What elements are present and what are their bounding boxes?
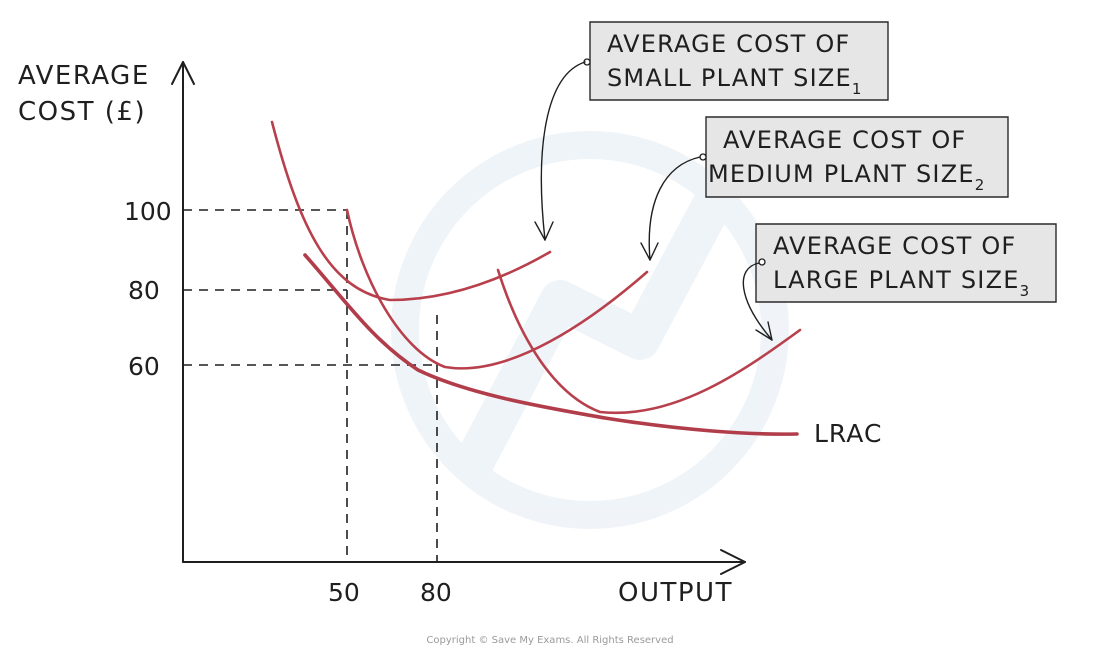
callout-large-plant: AVERAGE COST OF LARGE PLANT SIZE3 — [742, 223, 1057, 341]
y-axis-title-line1: AVERAGE — [18, 61, 150, 91]
x-axis-arrow — [720, 549, 746, 575]
callout-large-line2-main: LARGE PLANT SIZE — [773, 266, 1020, 294]
callout-small-subscript: 1 — [852, 80, 863, 98]
axes — [171, 61, 746, 575]
callout-medium-arrowhead — [640, 242, 659, 261]
callout-large-subscript: 3 — [1020, 282, 1031, 300]
callout-large-pointer — [742, 262, 773, 341]
callout-medium-plant: AVERAGE COST OF MEDIUM PLANT SIZE2 — [640, 116, 1009, 261]
callout-large-line2: LARGE PLANT SIZE3 — [773, 266, 1030, 300]
y-tick-label-60: 60 — [128, 352, 160, 381]
callout-medium-box — [705, 116, 1009, 198]
y-axis-arrow — [171, 61, 195, 85]
callout-small-box — [589, 21, 889, 101]
copyright-text: Copyright © Save My Exams. All Rights Re… — [426, 635, 673, 646]
x-axis-title: OUTPUT — [618, 578, 733, 608]
callout-small-line2: SMALL PLANT SIZE1 — [607, 64, 863, 98]
y-tick-label-100: 100 — [124, 197, 172, 226]
callout-small-pointer — [540, 61, 586, 241]
callout-small-arrowhead — [534, 221, 554, 241]
watermark-logo — [391, 131, 789, 529]
curve-large-plant — [496, 268, 802, 415]
x-tick-label-80: 80 — [420, 578, 452, 607]
curve-small-plant — [270, 120, 552, 302]
callout-medium-line2-main: MEDIUM PLANT SIZE — [708, 160, 975, 188]
curve-lrac — [303, 253, 799, 436]
lrac-label: LRAC — [814, 419, 882, 448]
callout-large-line1: AVERAGE COST OF — [773, 232, 1016, 260]
callout-medium-subscript: 2 — [975, 176, 986, 194]
callout-small-line2-main: SMALL PLANT SIZE — [607, 64, 852, 92]
callout-medium-line1: AVERAGE COST OF — [723, 126, 966, 154]
reference-lines — [183, 209, 438, 562]
callout-large-box — [755, 223, 1057, 303]
x-tick-label-50: 50 — [328, 578, 360, 607]
callout-large-pointer-dot — [758, 258, 766, 266]
curve-medium-plant — [345, 208, 649, 370]
callout-large-arrowhead — [755, 321, 773, 341]
y-tick-label-80: 80 — [128, 276, 160, 305]
callout-small-line1: AVERAGE COST OF — [607, 30, 850, 58]
y-axis-title-line2: COST (£) — [18, 97, 146, 127]
callout-medium-pointer-dot — [699, 153, 707, 161]
curves — [270, 120, 802, 436]
callout-small-plant: AVERAGE COST OF SMALL PLANT SIZE1 — [534, 21, 889, 241]
callout-medium-pointer — [648, 156, 701, 261]
callout-medium-line2: MEDIUM PLANT SIZE2 — [708, 160, 985, 194]
